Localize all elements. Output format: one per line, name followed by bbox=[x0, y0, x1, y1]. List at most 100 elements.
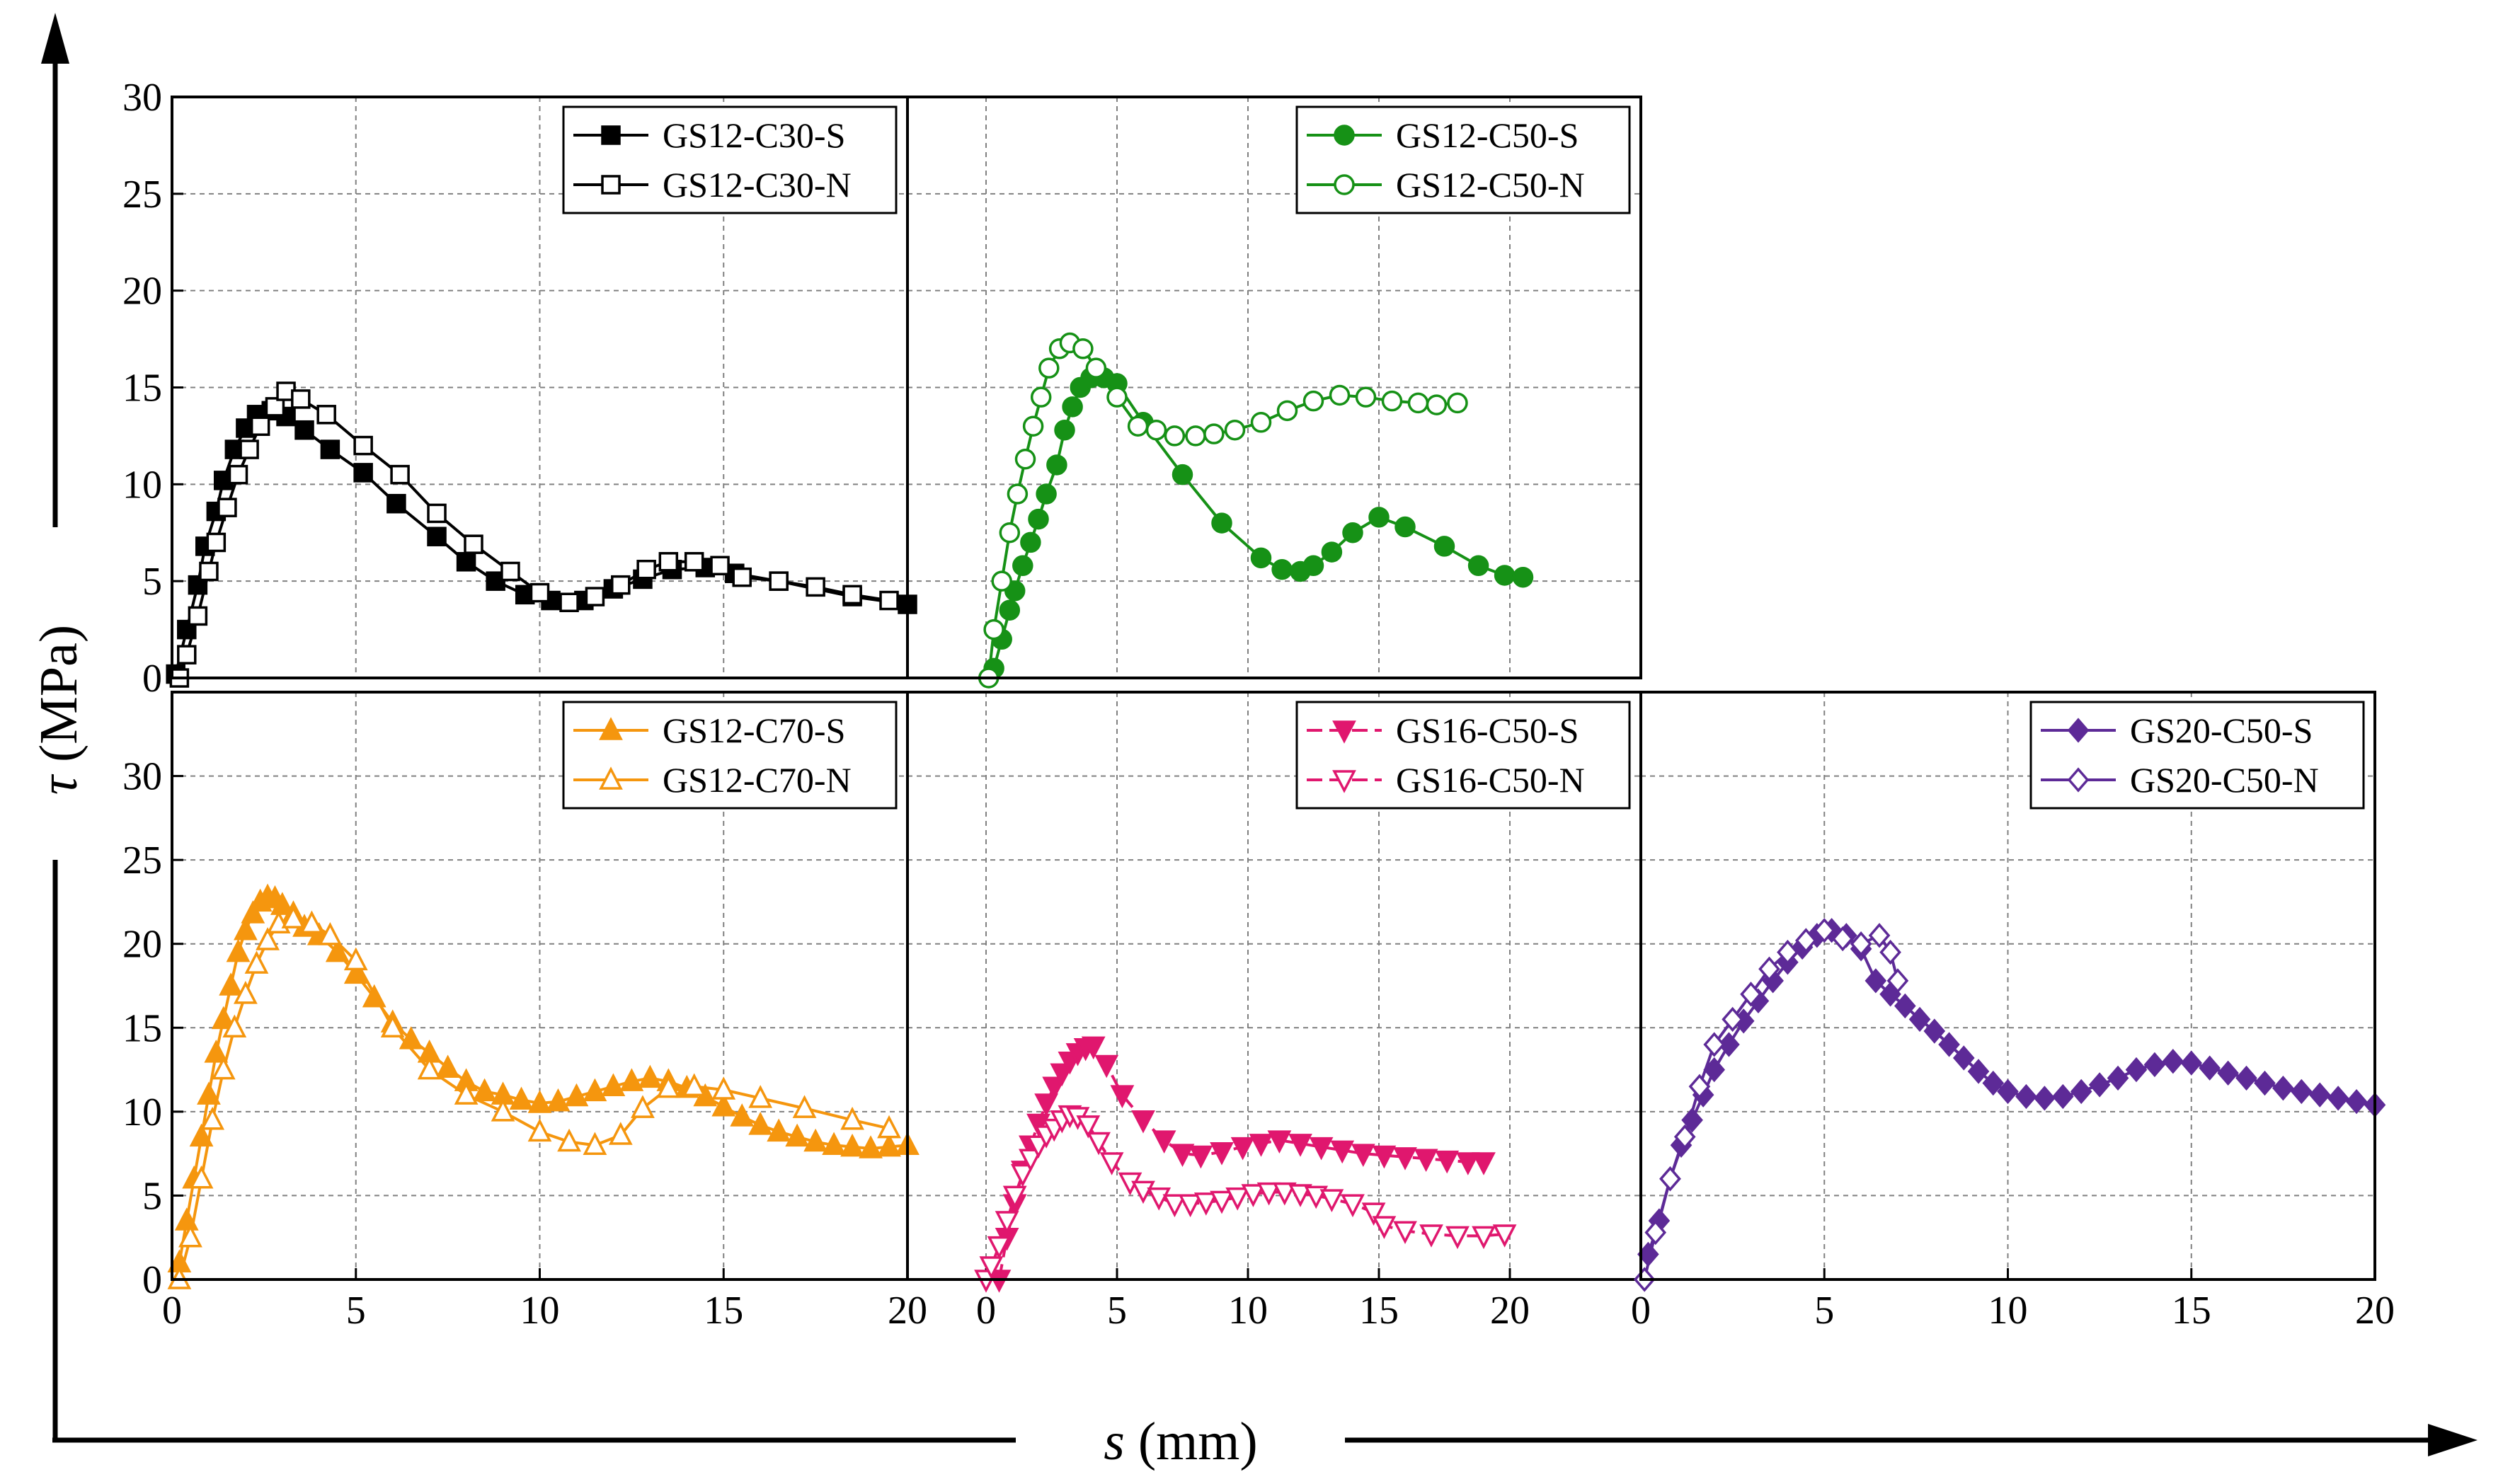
data-point bbox=[1094, 1054, 1119, 1079]
legend-label: GS12-C50-S bbox=[1396, 115, 1579, 155]
data-point bbox=[1426, 394, 1448, 415]
data-point bbox=[265, 397, 285, 417]
data-point bbox=[1203, 423, 1225, 444]
data-point bbox=[234, 916, 258, 941]
data-point bbox=[987, 1236, 1012, 1260]
data-point bbox=[840, 1106, 864, 1130]
data-point bbox=[390, 464, 410, 485]
outer-axes bbox=[41, 13, 2478, 1456]
data-point bbox=[1019, 1149, 1043, 1173]
data-point bbox=[200, 1106, 225, 1130]
data-point bbox=[1211, 512, 1232, 534]
data-point bbox=[1445, 1226, 1470, 1250]
data-point bbox=[1982, 1070, 2005, 1096]
ticks: 0 5 10 15 20 bbox=[976, 1268, 1530, 1333]
series-GS12-C50-N bbox=[978, 332, 1468, 689]
data-point bbox=[2345, 1088, 2368, 1115]
data-point bbox=[1351, 1144, 1375, 1167]
data-point bbox=[1034, 1093, 1058, 1117]
data-point bbox=[979, 1256, 1004, 1279]
data-point bbox=[325, 938, 350, 962]
data-point bbox=[250, 416, 270, 436]
data-point bbox=[1447, 392, 1468, 414]
panels: 0 5 10 15 20 25 30 GS12-C30-S GS12-C30-N GS12-C50… bbox=[122, 76, 2395, 1333]
legend-swatch-marker bbox=[1334, 174, 1355, 195]
series-GS12-C30-N bbox=[169, 381, 899, 688]
data-point bbox=[2015, 1083, 2037, 1110]
data-point bbox=[527, 1118, 552, 1142]
data-point bbox=[204, 1040, 229, 1063]
data-point bbox=[1512, 566, 1534, 588]
data-point bbox=[1193, 1192, 1218, 1216]
data-point bbox=[1952, 1045, 1975, 1071]
legend-label: GS12-C30-S bbox=[663, 115, 845, 155]
data-point bbox=[1038, 357, 1060, 379]
series-GS20-C50-N bbox=[1633, 918, 1909, 1292]
data-point bbox=[1162, 1194, 1187, 1218]
y-tick-label: 25 bbox=[122, 839, 162, 882]
data-point bbox=[1145, 419, 1167, 441]
data-point bbox=[1036, 483, 1057, 505]
data-point bbox=[1795, 928, 1817, 953]
data-point bbox=[2327, 1086, 2349, 1111]
data-point bbox=[1368, 507, 1390, 528]
data-point bbox=[1394, 516, 1416, 538]
data-point bbox=[730, 1103, 755, 1127]
data-point bbox=[1813, 918, 1835, 943]
y-axis-symbol: τ bbox=[29, 773, 88, 795]
data-point bbox=[2217, 1060, 2239, 1086]
plot-frame bbox=[1639, 691, 2376, 1281]
series-line bbox=[997, 1045, 1484, 1280]
data-point bbox=[1288, 1184, 1312, 1207]
data-point bbox=[1758, 956, 1780, 982]
x-tick-label: 20 bbox=[888, 1289, 927, 1333]
data-point bbox=[1099, 1152, 1124, 1175]
series-GS12-C50-S bbox=[983, 367, 1534, 679]
legend: GS20-C50-S GS20-C50-N bbox=[2029, 701, 2365, 810]
data-point bbox=[1492, 1224, 1517, 1248]
data-point bbox=[1131, 1110, 1155, 1134]
data-point bbox=[879, 590, 899, 611]
legend-swatch-marker bbox=[2067, 718, 2090, 743]
data-point bbox=[585, 587, 605, 606]
data-point bbox=[1014, 449, 1036, 470]
data-point bbox=[2125, 1057, 2148, 1083]
data-point bbox=[803, 1128, 828, 1152]
y-tick-label: 0 bbox=[142, 657, 162, 701]
data-point bbox=[1329, 384, 1351, 406]
data-point bbox=[656, 1074, 681, 1098]
data-point bbox=[1081, 1036, 1106, 1060]
data-point bbox=[1288, 1134, 1312, 1157]
data-point bbox=[529, 582, 550, 603]
data-point bbox=[684, 552, 704, 572]
data-point bbox=[1894, 993, 1916, 1019]
data-point bbox=[1072, 338, 1094, 360]
data-point bbox=[472, 1078, 497, 1102]
y-tick-label: 0 bbox=[142, 1258, 162, 1302]
data-point bbox=[2143, 1052, 2166, 1078]
data-point bbox=[859, 1135, 883, 1158]
y-tick-label: 5 bbox=[142, 560, 162, 604]
data-point bbox=[1164, 425, 1186, 447]
data-point bbox=[1087, 1132, 1111, 1156]
data-point bbox=[1249, 1134, 1273, 1157]
legend: GS12-C50-S GS12-C50-N bbox=[1295, 105, 1631, 214]
data-point bbox=[1673, 1124, 1696, 1150]
data-point bbox=[189, 1123, 214, 1147]
legend: GS12-C70-S GS12-C70-N bbox=[562, 701, 898, 810]
legend-label: GS20-C50-N bbox=[2130, 760, 2319, 800]
data-point bbox=[1241, 1184, 1266, 1207]
legend-label: GS20-C50-S bbox=[2130, 711, 2313, 750]
data-point bbox=[211, 1056, 236, 1080]
data-point bbox=[1433, 536, 1455, 557]
data-point bbox=[1106, 386, 1128, 408]
series-GS12-C70-N bbox=[167, 905, 901, 1289]
data-point bbox=[1256, 1182, 1281, 1206]
data-point bbox=[454, 1081, 479, 1105]
y-tick-label: 15 bbox=[122, 1006, 162, 1050]
data-point bbox=[527, 1090, 552, 1113]
data-point bbox=[2254, 1070, 2276, 1096]
data-point bbox=[456, 552, 476, 572]
x-axis-symbol: s bbox=[1104, 1412, 1125, 1471]
data-point bbox=[343, 960, 368, 984]
